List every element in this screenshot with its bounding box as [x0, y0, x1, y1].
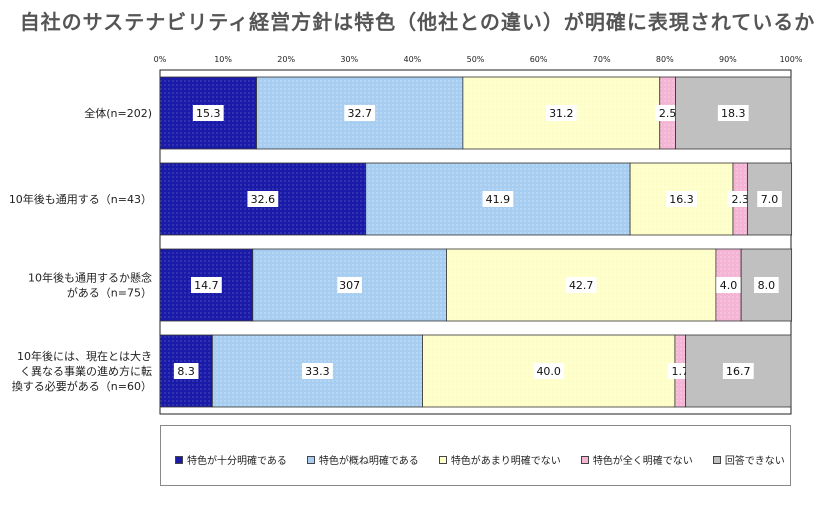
data-label: 32.7	[347, 107, 372, 120]
category-label: 換する必要がある（n=60）	[12, 379, 152, 393]
data-label: 8.3	[177, 365, 195, 378]
legend-box: 特色が十分明確である 特色が概ね明確である 特色があまり明確でない 特色が全く明確でな…	[160, 425, 791, 486]
data-label: 31.2	[549, 107, 574, 120]
legend-item: 回答できない	[712, 452, 785, 467]
data-label-box	[533, 363, 565, 379]
data-label-box	[192, 105, 224, 121]
legend-swatch	[306, 455, 315, 464]
data-label-box	[754, 277, 779, 293]
x-tick-label: 90%	[719, 55, 737, 64]
stacked-bar-chart: 0% 10% 20% 30% 40% 50% 60% 70% 80% 90% 100% 15.3 32.…	[9, 55, 803, 415]
chart-title: 自社のサステナビリティ経営方針は特色（他社との違い）が明確に表現されているか	[19, 10, 816, 34]
data-label-box	[727, 191, 753, 207]
legend-item: 特色があまり明確でない	[438, 452, 561, 467]
data-label: 16.3	[669, 193, 694, 206]
data-label-box	[655, 105, 680, 121]
data-label: 32.6	[251, 193, 276, 206]
legend-item: 特色が概ね明確である	[306, 452, 419, 467]
plot-area-frame	[159, 69, 792, 415]
legend-swatch	[580, 455, 589, 464]
legend: 特色が十分明確である 特色が概ね明確である 特色があまり明確でない 特色が全く明確でな…	[175, 452, 785, 467]
category-label: 全体(n=202)	[84, 106, 152, 120]
data-label-box	[247, 191, 279, 207]
data-label: 42.7	[569, 279, 594, 292]
data-label: 14.7	[194, 279, 219, 292]
data-label: 4.0	[720, 279, 738, 292]
x-tick-label: 60%	[530, 55, 548, 64]
legend-label: 回答できない	[724, 456, 785, 467]
data-label: 18.3	[721, 107, 746, 120]
category-label: 10年後も通用する（n=43）	[9, 192, 152, 206]
data-label-box	[482, 191, 514, 207]
x-tick-label: 70%	[593, 55, 611, 64]
legend-swatch	[712, 455, 721, 464]
data-label: 40.0	[536, 365, 561, 378]
legend-item: 特色が十分明確である	[175, 452, 287, 467]
data-label-box	[717, 105, 749, 121]
data-label: 16.7	[726, 365, 751, 378]
data-label-box	[173, 363, 199, 379]
x-tick-label: 20%	[277, 55, 295, 64]
legend-swatch	[175, 455, 183, 464]
data-label: 33.3	[305, 365, 330, 378]
x-tick-label: 10%	[214, 55, 232, 64]
data-label: 7.0	[761, 193, 779, 206]
data-label-box	[565, 277, 597, 293]
data-label: 15.3	[196, 107, 221, 120]
category-label: 10年後には、現在とは大き	[17, 349, 152, 363]
x-tick-label: 0%	[154, 55, 167, 64]
data-label: 307	[339, 279, 360, 292]
x-tick-label: 50%	[467, 55, 485, 64]
data-label: 2.5	[659, 107, 677, 120]
x-tick-label: 80%	[656, 55, 674, 64]
category-label: く異なる事業の進め方に転	[20, 364, 152, 378]
legend-swatch	[438, 455, 447, 464]
data-label: 8.0	[758, 279, 776, 292]
data-label-box	[344, 105, 376, 121]
data-label: 41.9	[486, 193, 511, 206]
x-tick-label: 30%	[340, 55, 358, 64]
data-label-box	[722, 363, 754, 379]
x-tick-label: 40%	[404, 55, 422, 64]
data-label-box	[666, 191, 697, 207]
legend-label: 特色が十分明確である	[187, 456, 287, 467]
data-label: 1.7	[672, 365, 690, 378]
x-tick-label: 100%	[780, 55, 803, 64]
category-label: がある（n=75）	[67, 286, 152, 300]
legend-item: 特色が全く明確でない	[580, 452, 693, 467]
legend-label: 特色が全く明確でない	[592, 456, 693, 467]
category-label: 10年後も通用するか懸念	[28, 271, 152, 285]
data-label: 2.3	[731, 193, 749, 206]
data-label-box	[190, 277, 222, 293]
data-label-box	[337, 277, 362, 293]
legend-label: 特色が概ね明確である	[318, 456, 419, 467]
data-label-box	[716, 277, 741, 293]
legend-label: 特色があまり明確でない	[450, 456, 561, 467]
data-label-box	[302, 363, 333, 379]
data-label-box	[545, 105, 577, 121]
data-label-box	[757, 191, 782, 207]
